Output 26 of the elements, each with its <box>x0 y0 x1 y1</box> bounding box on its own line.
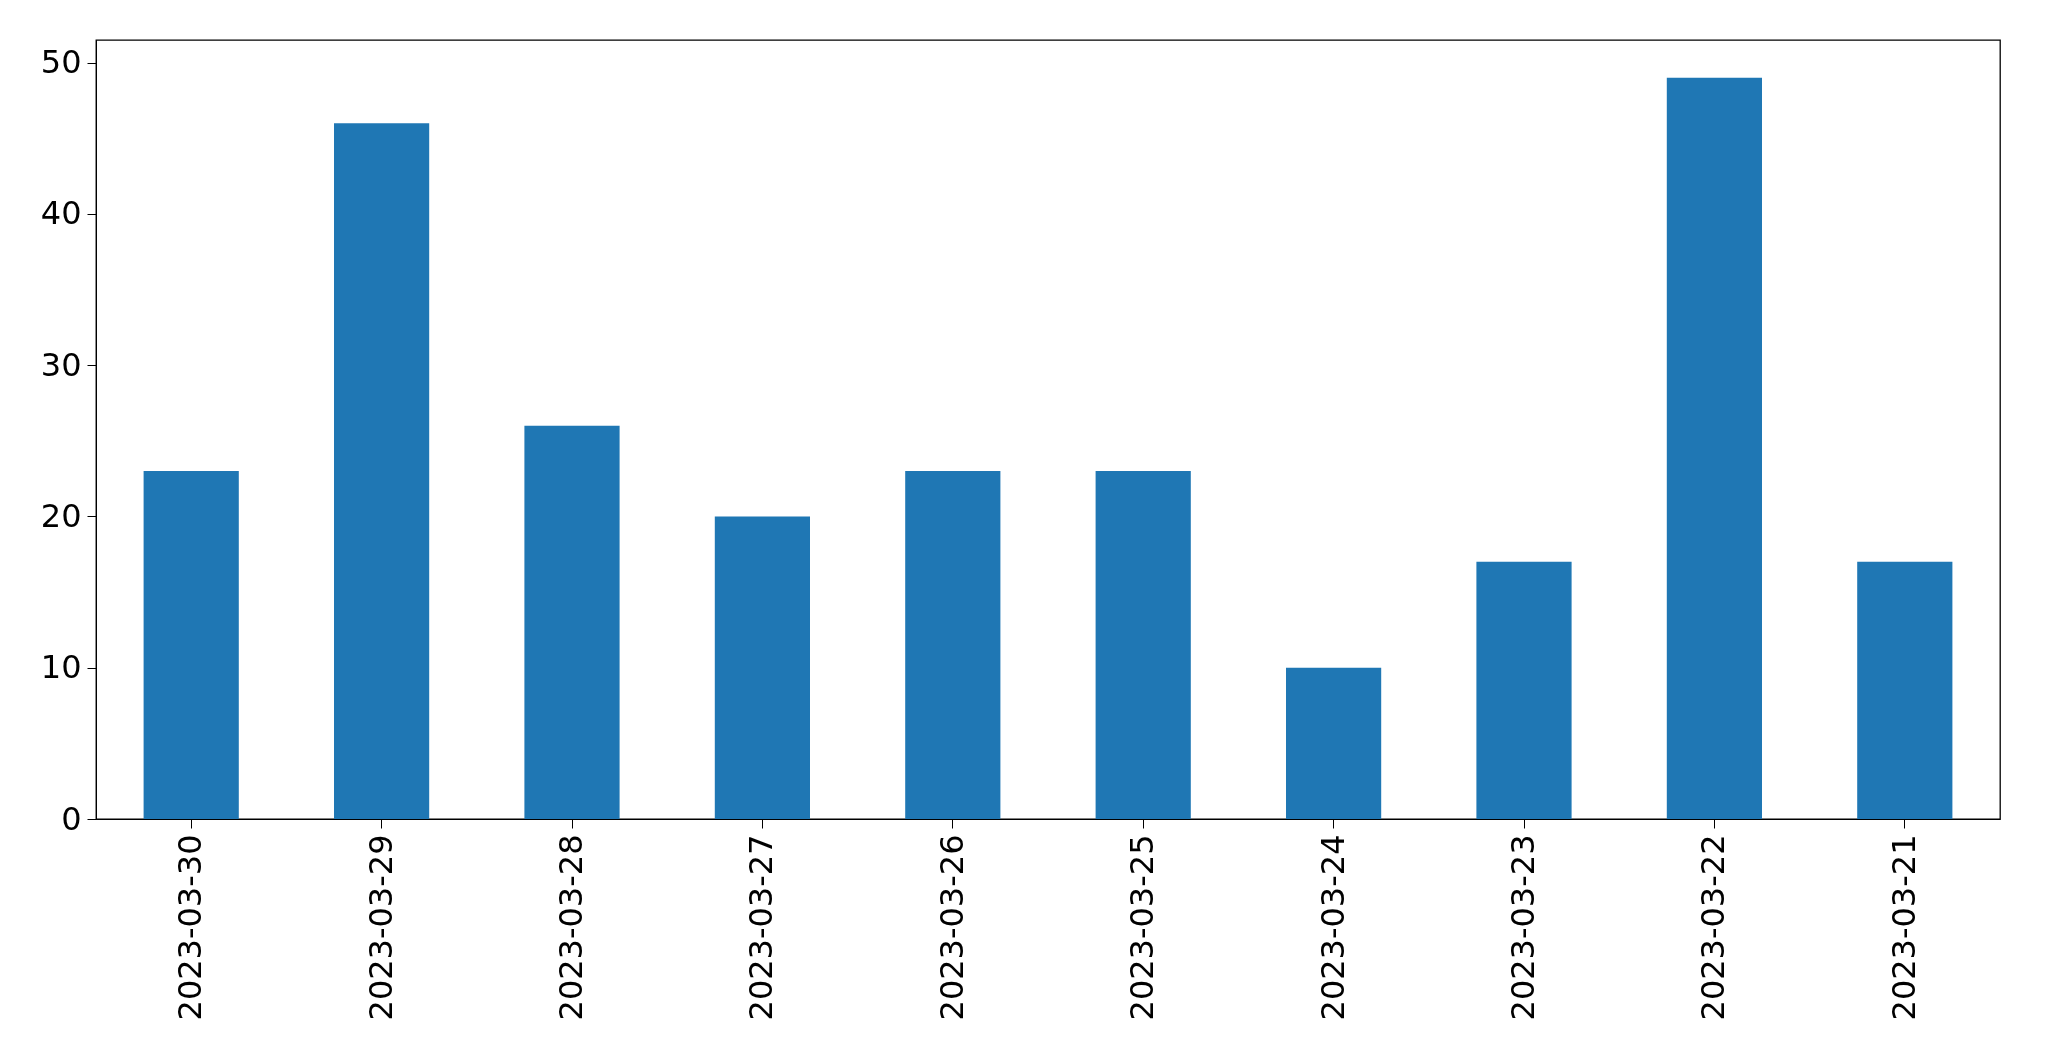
y-tick-label: 10 <box>40 648 82 687</box>
bar <box>1666 77 1762 819</box>
y-tick-label: 30 <box>40 345 82 384</box>
x-tick-label: 2023-03-29 <box>361 834 400 1021</box>
bar <box>143 471 239 819</box>
y-tick-label: 20 <box>40 496 82 535</box>
x-tick-label: 2023-03-28 <box>552 834 590 1021</box>
y-tick-label: 40 <box>40 194 82 233</box>
bar <box>524 425 620 819</box>
x-tick-label: 2023-03-26 <box>932 834 971 1021</box>
x-tick-label: 2023-03-30 <box>171 834 210 1021</box>
x-tick-label: 2023-03-21 <box>1884 834 1923 1021</box>
bar <box>1476 561 1572 819</box>
bar <box>714 516 810 819</box>
x-tick-label: 2023-03-25 <box>1123 834 1162 1021</box>
bar <box>1095 471 1191 819</box>
x-tick-label: 2023-03-23 <box>1504 834 1542 1021</box>
bar <box>905 471 1001 819</box>
bar <box>1857 561 1953 819</box>
bar <box>1286 667 1382 819</box>
y-tick-label: 50 <box>40 43 82 82</box>
bar <box>334 123 430 819</box>
x-tick-label: 2023-03-24 <box>1313 834 1352 1021</box>
x-tick-label: 2023-03-27 <box>742 834 781 1021</box>
y-tick-label: 0 <box>61 799 82 838</box>
x-tick-label: 2023-03-22 <box>1694 834 1733 1021</box>
